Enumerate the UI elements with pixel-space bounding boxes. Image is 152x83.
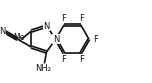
Text: F: F [93,35,98,44]
Text: N: N [53,35,59,44]
Text: NH₂: NH₂ [35,64,52,73]
Text: F: F [61,14,66,23]
Text: F: F [79,55,84,64]
Text: N: N [43,22,50,31]
Text: F: F [61,55,66,64]
Text: F: F [79,14,84,23]
Text: Me: Me [13,33,24,42]
Text: N: N [0,27,6,36]
